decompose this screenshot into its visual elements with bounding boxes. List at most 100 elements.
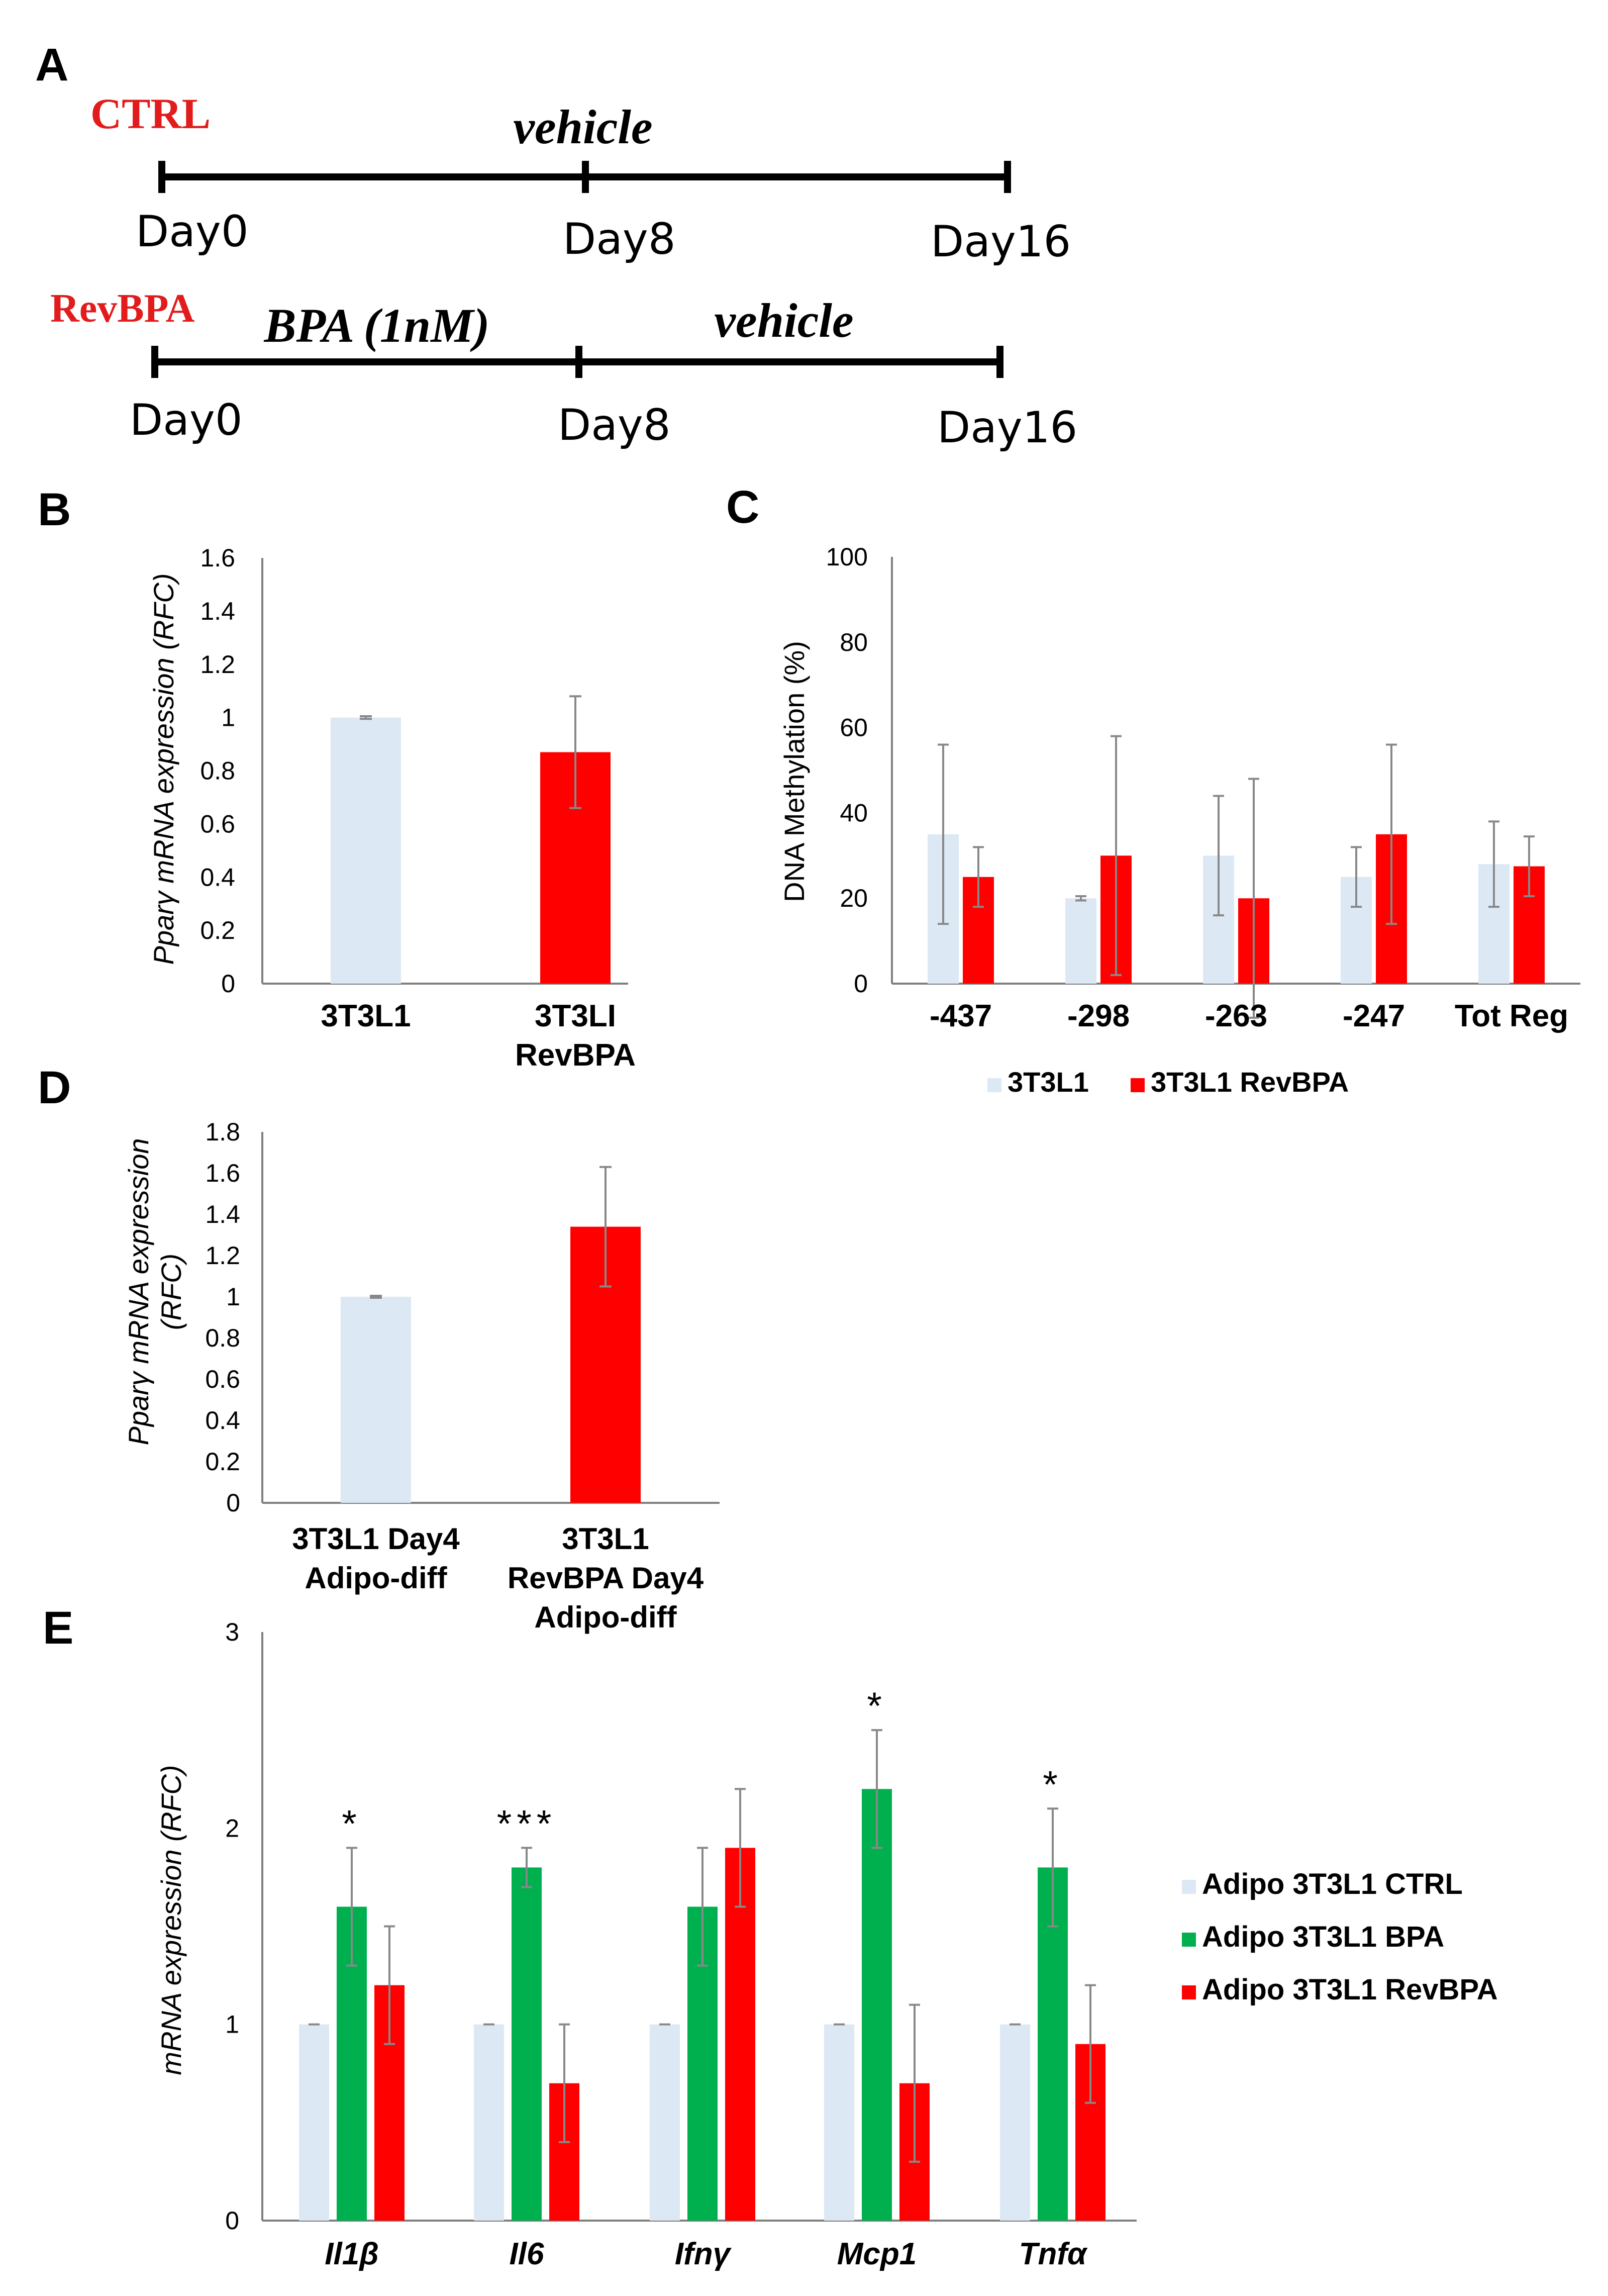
- panel-e-x-labels: Il1β Il6 Ifnγ Mcp1 Tnfα: [325, 2237, 1088, 2271]
- ctrl-treatment-label: vehicle: [513, 100, 652, 154]
- panel-c-legend-swatch: [987, 1078, 1001, 1092]
- panel-b-x-label: 3T3LI: [535, 999, 616, 1033]
- panel-c-y-tick-label: 80: [840, 628, 868, 656]
- panel-d-y-tick-label: 1.8: [205, 1118, 240, 1146]
- ctrl-label: CTRL: [90, 89, 211, 138]
- panel-d-letter: D: [38, 1062, 71, 1113]
- panel-b-y-tick-label: 0: [221, 970, 235, 998]
- ctrl-day0: Day0: [136, 207, 249, 257]
- panel-c-y-tick-label: 40: [840, 799, 868, 827]
- panel-e-significance-mark: *: [867, 1685, 887, 1728]
- panel-e-legend-swatch: [1182, 1933, 1196, 1947]
- panel-b-y-tick-label: 0.6: [200, 810, 235, 838]
- panel-c-bars: [928, 735, 1545, 1019]
- panel-b-y-ticks: 0 0.2 0.4 0.6 0.8 1 1.2 1.4 1.6: [200, 544, 628, 998]
- panel-e-bar: [725, 1848, 755, 2221]
- panel-c-bar: [1065, 898, 1096, 984]
- panel-d-y-ticks: 0 0.2 0.4 0.6 0.8 1 1.2 1.4 1.6 1.8: [205, 1118, 720, 1517]
- panel-c-y-tick-label: 60: [840, 714, 868, 742]
- panel-b-bars: [331, 695, 611, 984]
- panel-e-y-axis-title-unit: (RFC): [155, 1765, 187, 1849]
- panel-c-y-ticks: 0 20 40 60 80 100: [826, 543, 1580, 998]
- panel-b-bar: [331, 717, 401, 984]
- panel-e-bar: [1000, 2024, 1030, 2221]
- panel-c-legend: 3T3L1 3T3L1 RevBPA: [987, 1066, 1349, 1098]
- panel-e-y-tick-label: 1: [225, 2011, 239, 2039]
- panel-b-y-tick-label: 1.6: [200, 544, 235, 572]
- panel-e-bar: [299, 2024, 329, 2221]
- panel-e-legend-swatch: [1182, 1880, 1196, 1894]
- panel-e-x-label: Ifnγ: [675, 2237, 732, 2271]
- panel-e-letter: E: [43, 1602, 73, 1654]
- panel-e-legend-label: Adipo 3T3L1 RevBPA: [1202, 1973, 1498, 2006]
- ctrl-day16: Day16: [931, 217, 1071, 267]
- panel-c-x-label: -298: [1067, 999, 1130, 1033]
- panel-c-x-labels: -437 -298 -263 -247 Tot Reg: [930, 999, 1568, 1033]
- panel-e-bar: [862, 1789, 892, 2221]
- panel-b-x-label: RevBPA: [515, 1038, 636, 1073]
- revbpa-day0: Day0: [130, 395, 243, 445]
- panel-c-x-label: -263: [1205, 999, 1267, 1033]
- panel-e-x-label: Il1β: [325, 2237, 378, 2271]
- panel-e-x-label: Tnfα: [1019, 2237, 1088, 2271]
- panel-d-y-axis-title-line2: (RFC): [155, 1254, 187, 1330]
- panel-d-y-tick-label: 0.4: [205, 1406, 240, 1434]
- panel-b-y-axis-title-unit: (RFC): [148, 573, 179, 658]
- panel-b-y-tick-label: 1.4: [200, 597, 235, 625]
- panel-d-y-tick-label: 1: [226, 1283, 240, 1311]
- panel-b-y-tick-label: 1: [221, 704, 235, 732]
- panel-d: D Pparγ mRNA expression (RFC) 0 0.2 0.4 0.6…: [38, 1062, 720, 1634]
- revbpa-day8: Day8: [558, 400, 671, 450]
- panel-d-y-tick-label: 0.2: [205, 1448, 240, 1476]
- panel-c-y-tick-label: 20: [840, 884, 868, 912]
- panel-e-significance-mark: ***: [497, 1802, 557, 1845]
- panel-e-significance-mark: *: [1043, 1763, 1063, 1806]
- panel-e-y-tick-label: 0: [225, 2207, 239, 2235]
- panel-e-y-ticks: 0 1 2 3: [225, 1618, 1137, 2235]
- panel-d-x-label: RevBPA Day4: [508, 1561, 704, 1595]
- panel-b-y-axis-title-italic: Pparγ mRNA expression: [148, 657, 179, 965]
- panel-e-legend-label: Adipo 3T3L1 BPA: [1202, 1921, 1444, 1953]
- panel-e-bar: [824, 2024, 854, 2221]
- panel-b-letter: B: [38, 484, 71, 535]
- panel-a: A CTRL vehicle Day0 Day8 Day16 RevBPA BP…: [35, 39, 1077, 453]
- panel-e-y-tick-label: 2: [225, 1814, 239, 1842]
- panel-c-y-axis-title: DNA Methylation (%): [778, 641, 810, 902]
- panel-d-y-tick-label: 1.2: [205, 1241, 240, 1270]
- panel-e-bar: [650, 2024, 680, 2221]
- panel-e-bar: [474, 2024, 504, 2221]
- panel-e-x-label: Il6: [510, 2237, 544, 2271]
- panel-d-x-labels: 3T3L1 Day4 Adipo-diff 3T3L1 RevBPA Day4 Adip…: [292, 1522, 703, 1634]
- panel-e-significance-mark: *: [342, 1802, 362, 1845]
- panel-b-y-axis-title: Pparγ mRNA expression (RFC): [148, 573, 179, 965]
- panel-c-legend-swatch: [1131, 1078, 1145, 1092]
- panel-c-letter: C: [726, 482, 759, 533]
- panel-e-legend-swatch: [1182, 1985, 1196, 1999]
- panel-e-legend: Adipo 3T3L1 CTRL Adipo 3T3L1 BPA Adipo 3T3…: [1182, 1868, 1498, 2006]
- panel-e-x-label: Mcp1: [837, 2237, 917, 2271]
- panel-e-bars: * *****: [299, 1685, 1105, 2221]
- panel-c-legend-label: 3T3L1 RevBPA: [1151, 1066, 1349, 1098]
- ctrl-day8: Day8: [563, 214, 676, 264]
- revbpa-day16: Day16: [937, 403, 1077, 453]
- panel-a-letter: A: [35, 39, 68, 90]
- panel-d-y-tick-label: 0.8: [205, 1324, 240, 1352]
- panel-d-y-tick-label: 1.6: [205, 1159, 240, 1187]
- panel-d-bar: [341, 1297, 411, 1503]
- panel-d-y-tick-label: 0: [226, 1489, 240, 1517]
- revbpa-treatment-bpa: BPA (1nM): [264, 299, 490, 352]
- panel-d-x-label: Adipo-diff: [534, 1600, 677, 1634]
- panel-b-y-tick-label: 0.4: [200, 863, 235, 891]
- panel-c-y-tick-label: 100: [826, 543, 868, 571]
- panel-b-y-tick-label: 0.8: [200, 757, 235, 785]
- panel-b-y-tick-label: 0.2: [200, 916, 235, 944]
- panel-d-x-label: 3T3L1: [562, 1522, 649, 1556]
- panel-d-bars: [341, 1166, 641, 1503]
- panel-d-x-label: Adipo-diff: [305, 1561, 447, 1595]
- panel-b-x-labels: 3T3L1 3T3LI RevBPA: [321, 999, 636, 1073]
- panel-c-x-label: -437: [930, 999, 992, 1033]
- panel-b-y-tick-label: 1.2: [200, 650, 235, 679]
